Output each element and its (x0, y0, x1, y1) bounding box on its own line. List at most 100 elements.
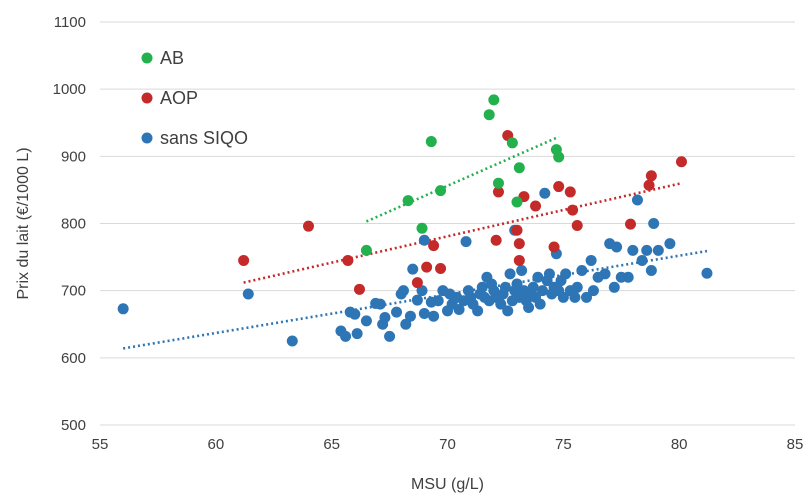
data-point (428, 240, 440, 252)
legend-marker (141, 92, 153, 104)
y-tick-label: 900 (61, 148, 86, 165)
y-tick-label: 1000 (53, 81, 86, 98)
data-point (384, 330, 396, 342)
x-tick-label: 70 (439, 436, 456, 453)
data-point (416, 285, 428, 297)
data-point (581, 291, 592, 303)
data-point (622, 271, 634, 283)
data-point (557, 291, 569, 303)
data-point (523, 301, 535, 313)
data-point (303, 220, 314, 232)
data-point (418, 234, 430, 246)
x-tick-label: 60 (207, 436, 224, 453)
legend-label: sans SIQO (160, 128, 248, 148)
data-point (585, 254, 597, 266)
data-point (567, 204, 579, 216)
legend-marker (141, 132, 153, 144)
data-point (631, 194, 643, 206)
data-point (428, 310, 440, 322)
data-point (360, 244, 372, 256)
data-point (340, 330, 352, 342)
x-axis-title: MSU (g/L) (411, 476, 484, 493)
x-axis-ticks: 55 60 65 70 75 80 85 (92, 436, 803, 453)
data-point (611, 241, 623, 253)
data-point (569, 291, 581, 303)
data-point (502, 305, 514, 317)
data-point (527, 281, 539, 293)
data-point (460, 236, 472, 248)
data-point (488, 94, 500, 106)
data-point (411, 277, 423, 289)
data-point (117, 303, 129, 315)
data-point (418, 308, 430, 320)
data-point (472, 305, 484, 317)
data-point (411, 294, 423, 306)
data-point (286, 335, 298, 347)
data-point (416, 222, 428, 234)
data-point (391, 306, 403, 318)
data-point (608, 281, 620, 293)
y-tick-label: 700 (61, 283, 86, 300)
data-point (511, 196, 523, 208)
data-point (643, 179, 655, 191)
data-point (492, 177, 504, 189)
data-point (404, 310, 416, 322)
gridlines (100, 21, 795, 426)
data-point (536, 285, 548, 297)
data-point (349, 308, 361, 320)
data-point (476, 281, 488, 293)
data-point (627, 244, 639, 256)
data-point (664, 238, 676, 250)
legend-marker (141, 52, 153, 64)
trendline (365, 135, 560, 223)
data-point (513, 162, 525, 174)
data-point (560, 268, 572, 280)
data-point (564, 186, 576, 198)
data-point (675, 156, 687, 168)
data-point (516, 265, 528, 277)
data-point (435, 263, 447, 275)
trendline (243, 181, 682, 284)
data-point (543, 268, 555, 280)
data-point (513, 238, 525, 250)
legend: AB AOP sans SIQO (141, 48, 248, 148)
legend-label: AB (160, 48, 184, 68)
data-point (506, 137, 518, 149)
data-point (571, 281, 583, 293)
x-tick-label: 55 (92, 436, 109, 453)
data-point (342, 254, 354, 266)
data-point (625, 218, 637, 230)
data-point (351, 328, 363, 340)
data-point (360, 315, 372, 327)
data-point (397, 285, 409, 297)
x-tick-label: 80 (671, 436, 688, 453)
data-point (645, 265, 657, 277)
x-tick-label: 65 (323, 436, 340, 453)
data-point (421, 261, 433, 273)
data-point (400, 318, 412, 330)
data-point (511, 278, 523, 290)
data-point (553, 151, 565, 163)
data-point (504, 268, 516, 280)
data-point (599, 268, 611, 280)
data-point (513, 254, 525, 266)
data-point (374, 298, 386, 310)
data-point (548, 241, 560, 253)
data-point (379, 312, 391, 324)
data-point (652, 244, 664, 256)
data-point (587, 285, 599, 297)
data-point (242, 288, 254, 300)
data-point (645, 170, 657, 182)
data-point (435, 185, 447, 197)
data-point (490, 234, 502, 246)
y-tick-label: 800 (61, 216, 86, 233)
data-point (701, 267, 713, 279)
data-point (571, 220, 583, 232)
data-point (353, 283, 365, 295)
data-point (641, 244, 653, 256)
data-point (425, 136, 437, 148)
data-point (576, 265, 588, 277)
data-point (492, 186, 504, 198)
data-points (117, 94, 713, 347)
